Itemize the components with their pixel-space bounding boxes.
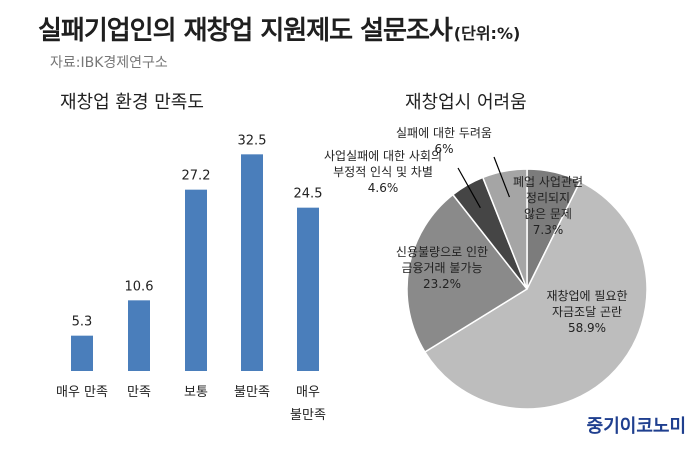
bar-category-label-0: 매우 만족 [56,385,108,400]
bar-0 [71,335,93,371]
pie-label-0: 폐업 사업관련 정리되지 않은 문제 7.3% [513,175,583,237]
title-row: 실패기업인의 재창업 지원제도 설문조사 (단위:%) [38,10,520,47]
bar-category-label-3: 불만족 [234,385,270,400]
pie-slice-2 [406,193,529,354]
pie-leader-line-4 [493,156,511,198]
bar-value-label-4: 24.5 [294,187,323,202]
bar-value-label-3: 32.5 [238,133,267,148]
pie-label-1: 재창업에 필요한 자금조달 곤란 58.9% [546,289,627,335]
pie-leader-line-3 [457,167,481,209]
bar-value-label-2: 27.2 [182,169,211,184]
unit-label: (단위:%) [453,24,521,43]
bar-4 [297,207,319,371]
bar-category-label-2: 보통 [184,385,208,400]
bar-3 [241,154,263,371]
brand-logo-text: 중기이코노미 [586,416,686,437]
bar-2 [185,189,207,371]
pie-label-2: 신용불량으로 인한 금융거래 불가능 23.2% [396,245,488,291]
bar-1 [128,300,150,371]
bar-value-label-1: 10.6 [125,279,154,294]
page-title: 실패기업인의 재창업 지원제도 설문조사 [38,16,453,46]
pie-label-3: 사업실패에 대한 사회의 부정적 인식 및 차별 4.6% [324,149,442,195]
bar-category-label-4: 매우 불만족 [290,385,326,423]
source-label: 자료:IBK경제연구소 [50,55,168,71]
bar-chart-title: 재창업 환경 만족도 [60,92,204,113]
pie-chart-title: 재창업시 어려움 [405,92,527,113]
bar-value-label-0: 5.3 [72,315,93,330]
pie-slice-1 [423,180,648,410]
pie-label-4: 실패에 대한 두려움 6% [396,126,492,156]
bar-category-label-1: 만족 [127,385,151,400]
pie-slice-4 [481,168,528,290]
